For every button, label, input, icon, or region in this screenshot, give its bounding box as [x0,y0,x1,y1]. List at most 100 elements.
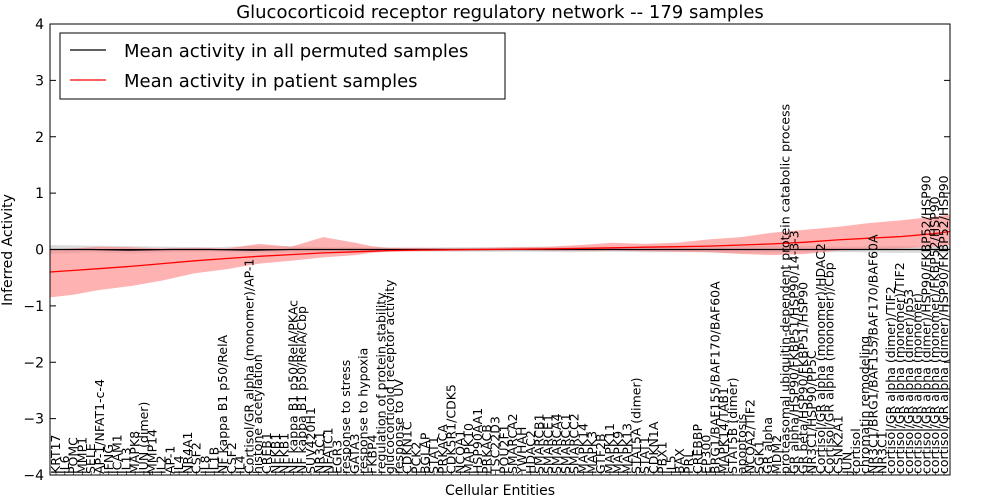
x-tick-label: GTF2B [593,433,608,474]
x-tick-label: NCOA1 [452,430,467,474]
chart-title: Glucocorticoid receptor regulatory netwo… [236,2,764,23]
x-tick-label: NF kappa B1 p50/RelA/PKAc [285,300,300,474]
x-tick-label: CREBBP [690,424,705,474]
x-tick-label: CDKN1A [646,421,661,474]
y-tick-label: 1 [35,186,44,202]
plot-frame [49,23,951,476]
x-tick-label: CDK5R1/CDK5 [444,384,459,474]
x-tick-label: cortisol/GR alpha (monomer)/TIF2 [892,262,907,474]
x-tick-label: PRKACB [479,424,494,474]
x-tick-label: GR alpha [760,417,775,474]
x-tick-label: SMARCA4 [549,413,564,474]
x-tick-label: SMARCC2 [567,413,582,474]
x-tick-label: EP300 [699,435,714,474]
x-tick-label: MAPK9 [611,431,626,474]
y-tick-label: −4 [23,468,44,484]
series-line-patient [49,230,951,273]
x-tick-label: MAPK3 [584,431,599,474]
x-tick-label: CSF2 [189,442,204,474]
x-tick-label: NR3C1/HSP90/PP5C [804,350,819,474]
legend-box [59,32,506,100]
x-tick-label: HDAC2 [523,430,538,474]
x-tick-label: IL8 [198,455,213,474]
x-axis-label: Cellular Entities [445,483,555,499]
x-tick-label: Cortisol/GR alpha (monomer)/HDAC2 [813,243,828,474]
x-tick-label: POU2F1 [496,424,511,474]
x-tick-label: Cortisol/GR alpha (monomer)/Cbp [822,262,837,474]
y-tick-label: 0 [35,243,44,259]
x-tick-label: HSP90AA1 [470,408,485,474]
x-tick-label: glucocorticoid receptor activity [382,279,397,474]
y-tick-label: −1 [23,299,44,315]
x-tick-label: response to UV [391,379,406,474]
x-tick-label: MDM2 [769,435,784,474]
x-tick-label: BAX [672,448,687,474]
x-tick-label: IL6 [57,455,72,474]
x-tick-label: STAT1 [637,436,652,474]
x-tick-label: response to stress [338,360,353,474]
x-tick-label: cortisol [848,428,863,474]
x-tick-label: NF kappa B1 p50/RelA/Cbp [294,306,309,474]
x-tick-label: MAPK13 [620,423,635,474]
x-tick-label: response to hypoxia [356,348,371,474]
x-tick-label: NFKB1 [277,433,292,474]
x-tick-label: NR3C1 [312,431,327,474]
x-tick-label: IL4 [171,455,186,474]
x-tick-label: MMP1 [74,437,89,474]
x-tick-label: MAPK11 [602,423,617,474]
x-tick-label: CDKN1C [400,421,415,474]
x-tick-label: Cortisol/GR alpha (monomer)/AP-1 [241,259,256,474]
x-tick-label: KRT17 [48,434,63,474]
x-tick-label: PRKACA [435,424,450,474]
x-tick-label: MAPK10 [461,423,476,474]
x-tick-label: IL2 [154,455,169,474]
x-tick-label: NCOA2/TIF2 [743,399,758,474]
x-tick-label: SMARCB1 [532,413,547,474]
x-tick-label: MAPK8 [127,431,142,474]
x-tick-label: SMARCC1 [558,413,573,474]
x-tick-label: GR beta/HSP90/FKBP51/HSP90 [795,282,810,474]
x-tick-label: CSF2 [224,442,239,474]
x-tick-labels: KRT17IL6POMCMMP1SELEAP-1/NFAT1-c-4IFNGIC… [48,104,951,475]
x-tick-label: GATA3 [347,434,362,474]
band-patient [50,214,950,298]
x-tick-label: cortisol/GR alpha (monomer)/FKBP52/HSP90 [927,196,942,474]
x-tick-label: histone acetylation [250,354,265,474]
x-tick-label: CSNK2A1 [831,415,846,474]
y-ticks: −4 −3 −2 −1 0 1 2 3 4 [23,17,950,484]
x-tick-label: STAT5A (dimer) [628,378,643,474]
x-tick-label: TSC22D3 [488,416,503,475]
x-tick-label: SUV420H1 [303,407,318,474]
y-tick-label: 4 [35,17,44,33]
legend: Mean activity in all permuted samples Me… [59,32,506,100]
y-tick-label: 3 [35,73,44,89]
series-lines [49,230,951,273]
x-tick-label: chromatin remodeling [857,336,872,474]
x-tick-label: NR3C1 [875,431,890,474]
x-tick-label: IL4 [233,455,248,474]
x-tick-label: GR alpha/HSP90/FKBP51/HSP90/14-3-3 [787,230,802,474]
x-tick-label: SELE [83,443,98,474]
x-tick-label: STAT1 [426,436,441,474]
x-tick-label: AP-1 [162,446,177,474]
legend-label-patient: Mean activity in patient samples [124,71,418,92]
x-tick-label: POMC [66,437,81,474]
legend-label-permuted: Mean activity in all permuted samples [124,41,468,62]
x-tick-label: IL5 [663,455,678,474]
x-tick-label: IFNG [101,444,116,474]
x-tick-label: NFKB1 [268,433,283,474]
x-tick-label: ICAM1 [110,434,125,474]
x-tick-label: PCK2 [409,442,424,474]
x-tick-label: BRG1/BAF155/BAF170/BAF60A [707,281,722,474]
x-tick-label: JUN (dimer) [136,402,151,475]
x-tick-label: SGK1 [751,440,766,474]
x-tick-label: IL1B [206,447,221,474]
x-tick-label: SMARCA2 [505,413,520,474]
x-tick-label: BGLAP [417,432,432,474]
x-tick-label: cortisol/GR alpha (dimer)/TIF2 [883,286,898,474]
x-tick-label: NFATC1 [321,427,336,474]
x-tick-label: PBX1 [655,441,670,474]
x-tick-label: JUN [839,452,854,475]
x-tick-label: proteasomal ubiquitin-dependent protein … [778,104,793,474]
